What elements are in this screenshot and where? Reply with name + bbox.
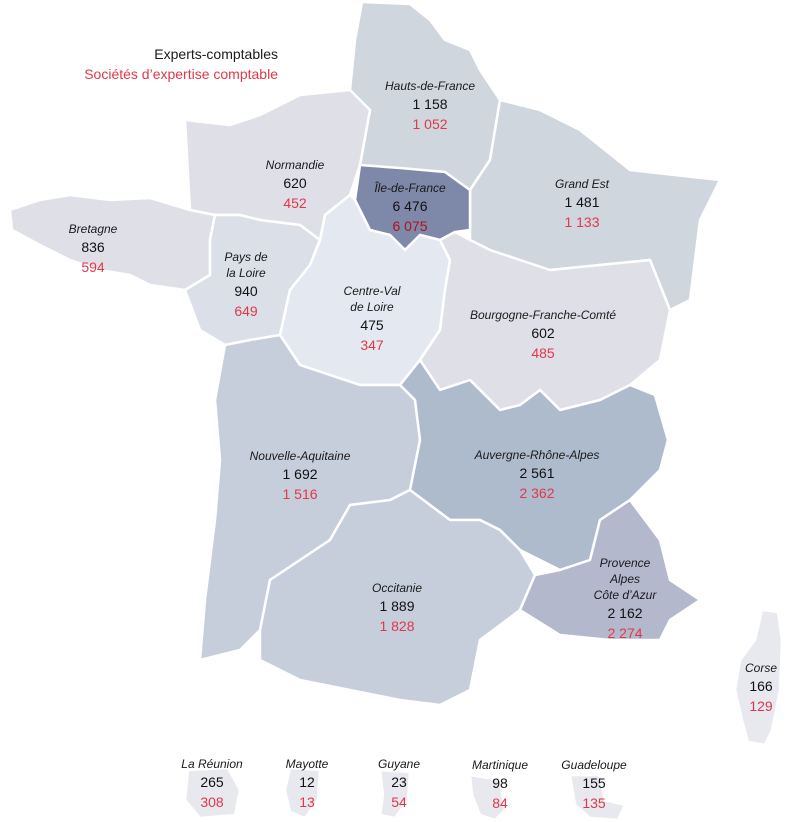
- label-martinique: Martinique 98 84: [471, 758, 529, 811]
- label-auvergne-rhone-alpes: Auvergne-Rhône-Alpes 2 561 2 362: [474, 448, 600, 501]
- label-nouvelle-aquitaine: Nouvelle-Aquitaine 1 692 1 516: [249, 449, 351, 502]
- label-paca: Provence Alpes Côte d’Azur 2 162 2 274: [593, 556, 657, 641]
- label-centre-val-de-loire: Centre-Val de Loire 475 347: [343, 284, 401, 353]
- region-guadeloupe[interactable]: [568, 773, 627, 822]
- label-pays-de-la-loire: Pays de la Loire 940 649: [224, 250, 268, 319]
- label-normandie: Normandie 620 452: [265, 158, 325, 211]
- label-bourgogne-franche-comte: Bourgogne-Franche-Comté 602 485: [469, 308, 617, 361]
- label-la-reunion: La Réunion 265 308: [181, 757, 243, 810]
- region-la-reunion[interactable]: [183, 766, 242, 820]
- map-legend: Experts-comptables Sociétés d’expertise …: [0, 44, 278, 84]
- legend-societes-label: Sociétés d’expertise comptable: [84, 66, 278, 82]
- label-hauts-de-france: Hauts-de-France 1 158 1 052: [384, 79, 476, 132]
- region-paca[interactable]: [518, 498, 702, 642]
- label-guadeloupe: Guadeloupe 155 135: [561, 758, 627, 811]
- region-guyane[interactable]: [378, 768, 412, 820]
- label-grand-est: Grand Est 1 481 1 133: [554, 177, 610, 230]
- region-mayotte[interactable]: [283, 766, 322, 820]
- legend-experts-label: Experts-comptables: [154, 46, 278, 62]
- label-guyane: Guyane 23 54: [377, 757, 421, 810]
- region-corse[interactable]: [733, 608, 784, 747]
- label-mayotte: Mayotte 12 13: [285, 757, 329, 810]
- label-corse: Corse 166 129: [744, 661, 778, 714]
- label-occitanie: Occitanie 1 889 1 828: [371, 581, 423, 634]
- label-bretagne: Bretagne 836 594: [68, 222, 118, 275]
- label-ile-de-france: Île-de-France 6 476 6 075: [374, 181, 446, 234]
- region-martinique[interactable]: [468, 773, 507, 822]
- region-occitanie[interactable]: [258, 488, 537, 707]
